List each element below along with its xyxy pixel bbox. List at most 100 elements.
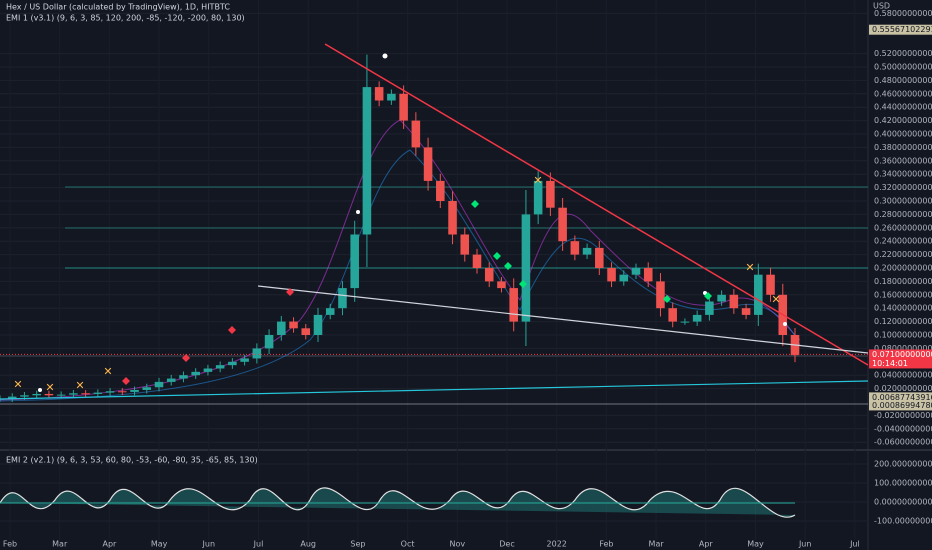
candle-body (301, 328, 311, 335)
candle-body (460, 234, 470, 255)
candles (0, 54, 800, 403)
candle-body (44, 393, 54, 396)
price-tick-label: 0.32000000000 (874, 183, 932, 192)
candle-body (81, 393, 90, 395)
time-tick-label: Nov (449, 540, 465, 549)
candle-body (228, 361, 237, 366)
last-price-box (869, 349, 932, 369)
price-highlight-box (869, 400, 932, 411)
price-tick-label: 0.38000000000 (874, 143, 932, 152)
oscillator-tick-label: 200.0000000000 (874, 460, 932, 469)
candle-body (741, 308, 751, 315)
candle-body (362, 87, 372, 235)
price-tick-label: 0.44000000000 (874, 103, 932, 112)
symbol-title: Hex / US Dollar (calculated by TradingVi… (6, 3, 230, 12)
time-tick-label: Dec (499, 540, 514, 549)
candle-body (558, 207, 567, 242)
candle-body (56, 394, 66, 396)
time-tick-label: Jul (849, 540, 860, 549)
price-tick-label: 0.28000000000 (874, 210, 932, 219)
time-tick-label: Apr (102, 540, 117, 549)
candle-body (399, 93, 408, 121)
candle-body (191, 371, 200, 376)
svg-text:✕: ✕ (75, 379, 84, 392)
candle-body (69, 393, 78, 395)
candle-body (387, 93, 396, 101)
svg-text:✕: ✕ (13, 378, 22, 391)
price-highlight-label: 0.00086994780 (872, 401, 932, 410)
candle-body (264, 335, 274, 349)
price-tick-label: 0.10000000000 (874, 331, 932, 340)
candle-body (215, 365, 225, 369)
price-tick-label: 0.14000000000 (874, 304, 932, 313)
trendline (0, 380, 869, 400)
candle-body (619, 274, 629, 282)
price-tick-label: 0.48000000000 (874, 76, 932, 85)
candle-body (154, 381, 164, 388)
candle-body (521, 214, 531, 322)
price-highlight-box (869, 24, 932, 35)
candle-body (729, 294, 739, 309)
svg-text:✕: ✕ (103, 365, 112, 378)
candle-body (130, 389, 139, 392)
candle-body (313, 314, 323, 335)
time-tick-label: May (151, 540, 168, 549)
svg-text:✕: ✕ (745, 261, 754, 274)
price-tick-label: 0.42000000000 (874, 116, 932, 125)
price-highlight-label: 0.00687743916 (872, 393, 932, 402)
candle-body (582, 247, 592, 255)
candle-body (692, 314, 702, 322)
candle-body (7, 396, 17, 399)
time-tick-label: Feb (3, 540, 17, 549)
time-tick-label: Oct (401, 540, 415, 549)
price-tick-label: 0.22000000000 (874, 250, 932, 259)
candle-body (289, 321, 298, 329)
indicator-label: EMI 1 (v3.1) (9, 6, 3, 85, 120, 200, -85… (6, 14, 245, 23)
candle-body (509, 288, 518, 322)
candle-body (118, 391, 127, 393)
candle-body (423, 147, 433, 181)
indicator-label: EMI 2 (v2.1) (9, 6, 3, 53, 60, 80, -53, … (6, 456, 258, 465)
price-tick-label: 0.08000000000 (874, 344, 932, 353)
time-tick-label: Jun (202, 540, 216, 549)
candle-body (484, 268, 494, 282)
oscillator-tick-label: -100.0000000000 (874, 517, 932, 526)
candle-body (374, 87, 384, 101)
svg-text:✕: ✕ (771, 293, 780, 306)
time-tick-label: Jun (798, 540, 812, 549)
candle-body (680, 321, 690, 323)
time-tick-label: 2022 (547, 540, 567, 549)
price-highlight-box (869, 392, 932, 403)
axes: 0.58000000000 0.52000000000 0.50000000000 0… (0, 9, 932, 549)
price-tick-label: 0.04000000000 (874, 371, 932, 380)
grid (0, 12, 868, 522)
time-tick-label: Aug (300, 540, 316, 549)
price-tick-label: 0.30000000000 (874, 197, 932, 206)
candle-body (277, 321, 286, 335)
candle-body (166, 378, 176, 382)
candle-body (350, 234, 359, 289)
countdown-label: 10:14:01 (872, 359, 908, 368)
trendline (324, 43, 869, 366)
candle-body (20, 395, 29, 397)
candle-body (105, 391, 115, 393)
signals: ✕ ✕ ✕ ✕ ✕ ✕ ✕ (13, 53, 787, 394)
price-tick-label: 0.50000000000 (874, 63, 932, 72)
candle-body (546, 180, 555, 208)
candle-body (668, 308, 677, 322)
candle-body (203, 368, 213, 372)
candle-body (240, 358, 249, 362)
time-tick-label: Sep (350, 540, 365, 549)
price-highlight-label: 0.55567102291 (872, 25, 932, 34)
candle-body (325, 308, 335, 315)
candle-body (705, 301, 714, 315)
candle-body (533, 180, 543, 215)
time-tick-label: Apr (699, 540, 714, 549)
price-tick-label: 0.26000000000 (874, 223, 932, 232)
candle-body (252, 348, 262, 359)
price-tick-label: -0.06000000000 (874, 438, 932, 447)
price-tick-label: 0.58000000000 (874, 9, 932, 18)
candle-body (607, 268, 616, 282)
price-tick-label: 0.24000000000 (874, 237, 932, 246)
